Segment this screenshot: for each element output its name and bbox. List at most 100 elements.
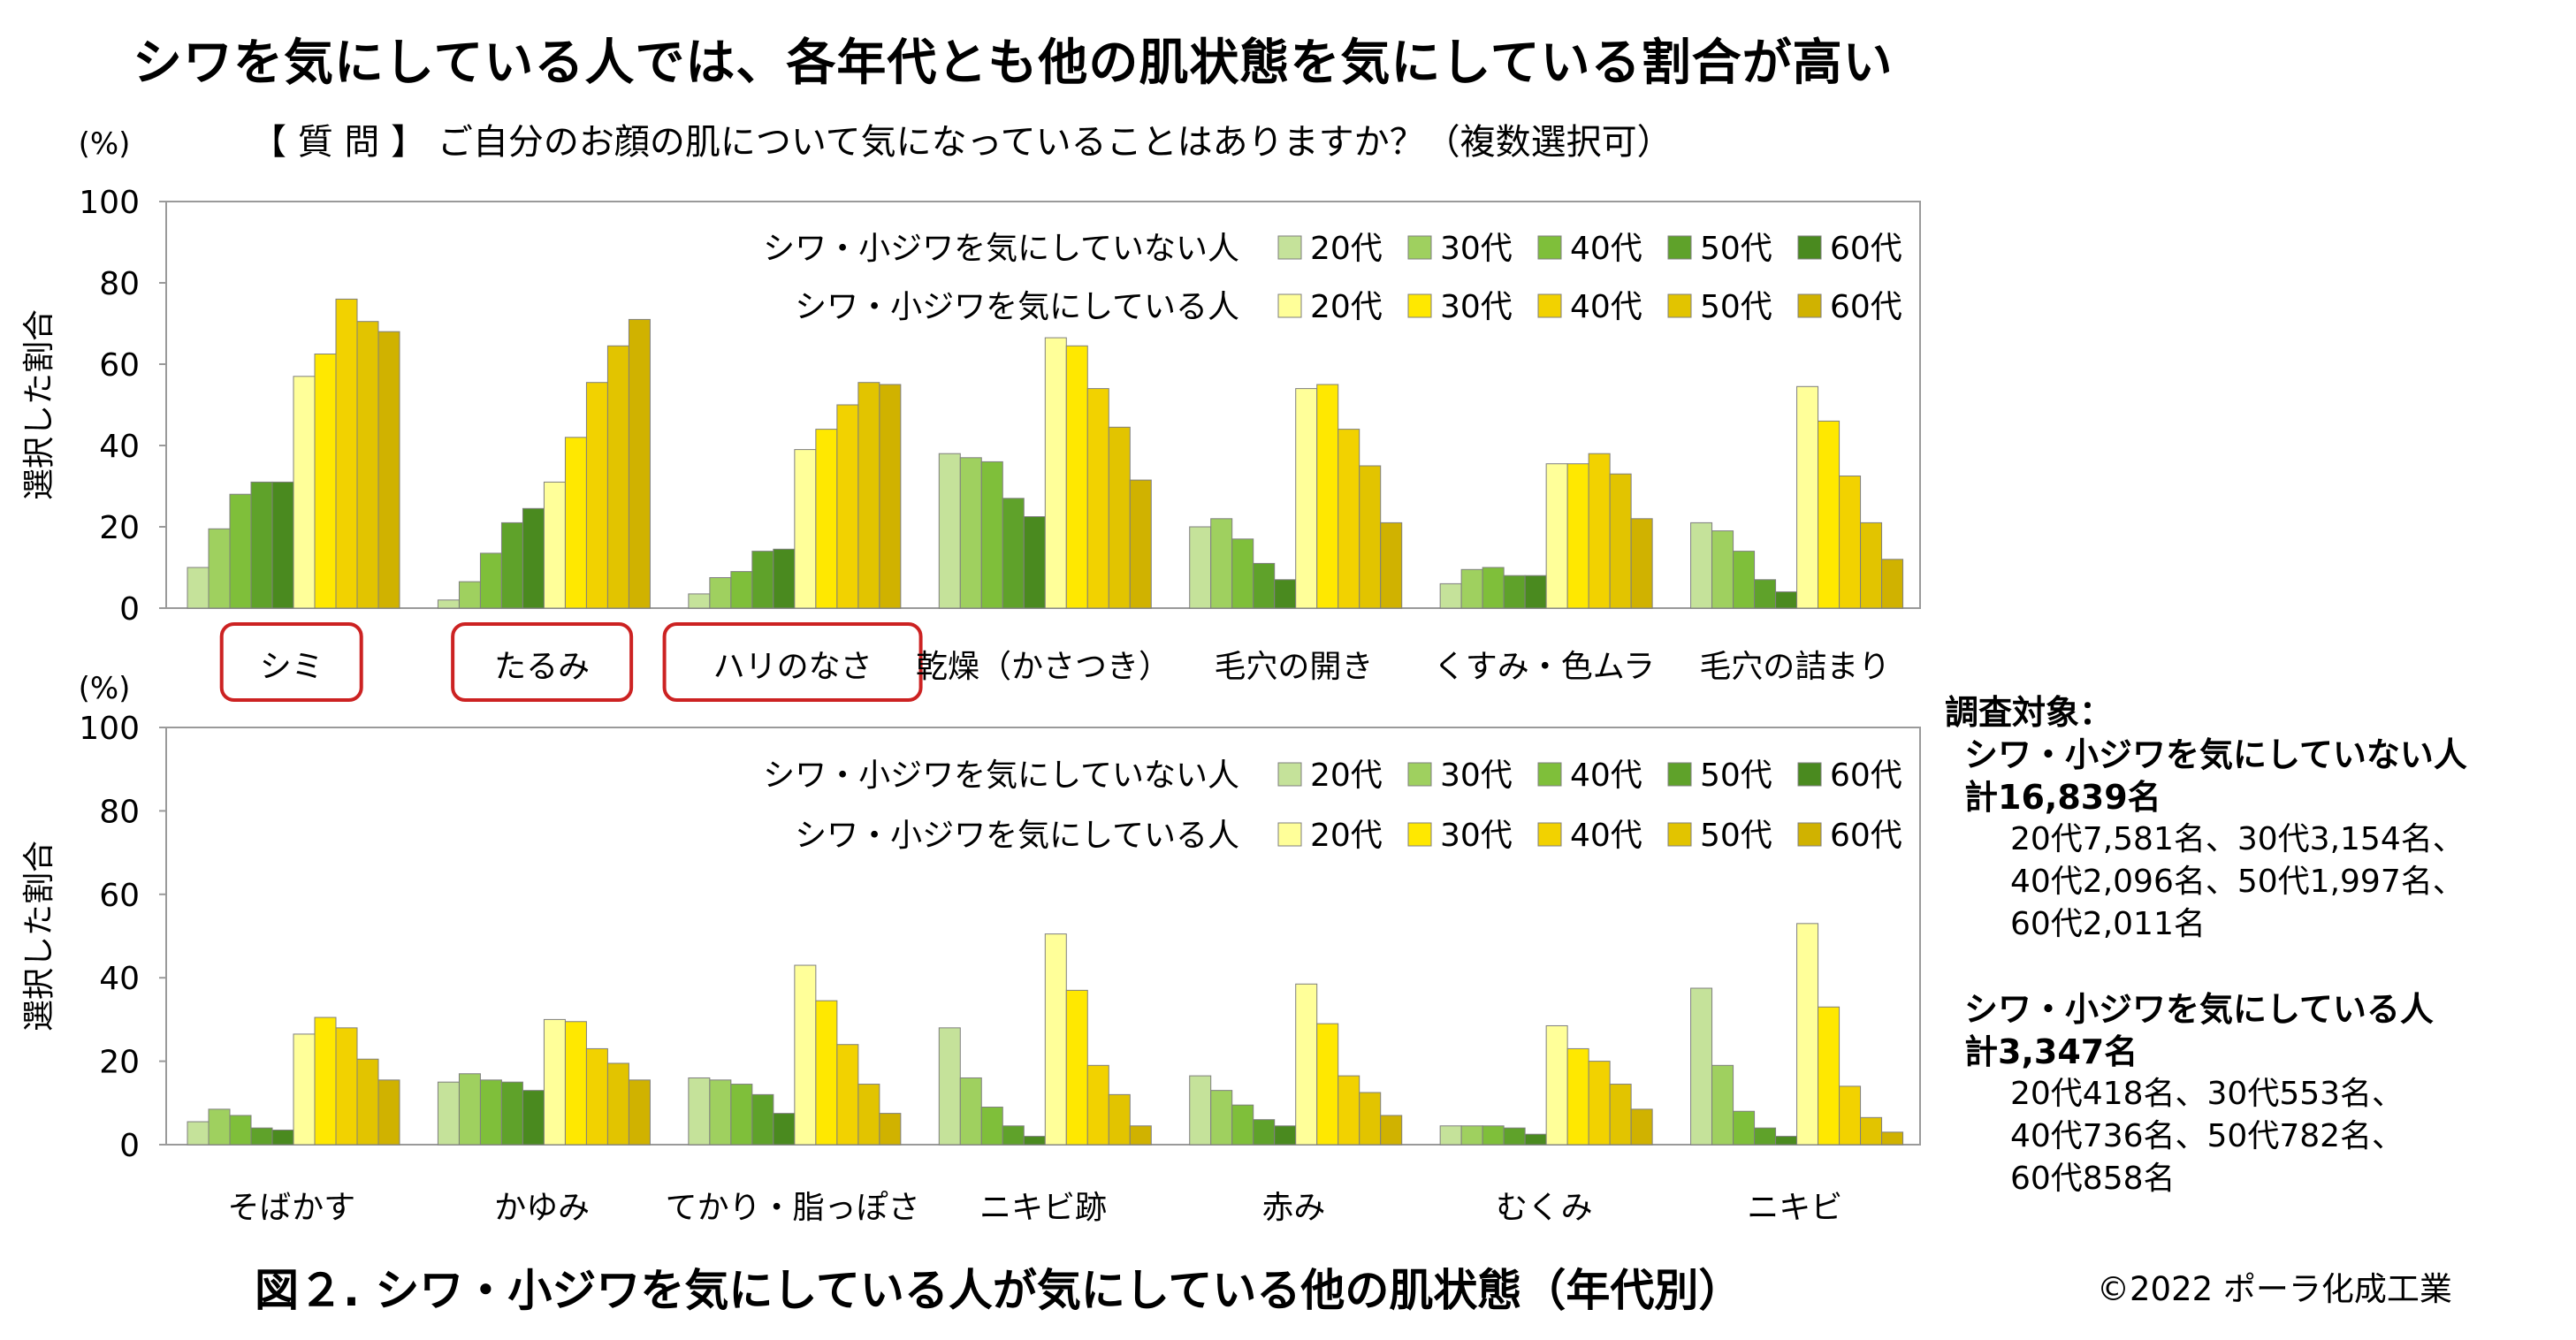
- bar: [606, 1062, 629, 1146]
- survey-group2-title: シワ・小ジワを気にしている人: [1964, 990, 2434, 1029]
- bar: [959, 457, 982, 609]
- legend-age-label: 60代: [1830, 231, 1902, 267]
- legend-group-label: シワ・小ジワを気にしていない人: [763, 231, 1239, 267]
- bar: [437, 1081, 460, 1146]
- legend-age-label: 60代: [1830, 289, 1902, 325]
- legend-group-label: シワ・小ジワを気にしている人: [795, 289, 1239, 325]
- bar: [437, 599, 460, 609]
- bar: [271, 1129, 294, 1146]
- survey-group1-line: 20代7,581名、30代3,154名、: [2010, 821, 2465, 857]
- bar: [335, 1027, 358, 1146]
- y-unit-label: (%): [79, 671, 131, 706]
- legend-age-label: 30代: [1440, 758, 1513, 794]
- bar: [1359, 465, 1382, 609]
- survey-group1-total: 計16,839名: [1964, 778, 2161, 817]
- bar: [980, 461, 1003, 609]
- bar: [1588, 453, 1611, 609]
- category-label: むくみ: [1496, 1190, 1592, 1226]
- bar: [314, 1016, 337, 1146]
- bar: [1482, 567, 1505, 609]
- bar: [879, 1113, 902, 1146]
- bar: [606, 345, 629, 609]
- bar: [585, 382, 608, 609]
- y-axis-title: 選択した割合: [21, 309, 57, 500]
- bar: [1189, 1075, 1212, 1146]
- y-tick-label: 100: [79, 711, 140, 747]
- bar: [1690, 987, 1713, 1146]
- bar: [377, 1079, 400, 1146]
- bar: [1775, 1136, 1798, 1146]
- legend-swatch: [1277, 762, 1302, 787]
- bar: [794, 449, 817, 609]
- legend-age-label: 50代: [1700, 231, 1772, 267]
- bar: [1881, 559, 1904, 609]
- legend-age-label: 60代: [1830, 758, 1902, 794]
- y-tick-label: 80: [99, 266, 140, 302]
- bar: [250, 1127, 273, 1146]
- bar: [1359, 1092, 1382, 1146]
- bar: [1253, 1119, 1276, 1146]
- bar: [522, 507, 545, 609]
- bar: [1839, 476, 1862, 609]
- survey-heading: 調査対象：: [1945, 693, 2114, 732]
- bar: [187, 1121, 210, 1146]
- bar: [1129, 479, 1152, 609]
- bar: [1274, 1125, 1297, 1146]
- category-label: くすみ・色ムラ: [1434, 649, 1655, 685]
- bar: [1545, 1024, 1568, 1146]
- y-axis-title: 選択した割合: [21, 841, 57, 1032]
- survey-info: 調査対象： シワ・小ジワを気にしていない人 計16,839名 20代7,581名…: [1945, 691, 2467, 1200]
- survey-group2-line: 60代858名: [2010, 1161, 2176, 1197]
- y-tick-label: 20: [99, 1045, 140, 1081]
- bar: [208, 528, 231, 609]
- bar: [1108, 426, 1131, 609]
- bar: [709, 577, 732, 609]
- legend-swatch: [1797, 762, 1822, 787]
- bar: [1210, 518, 1233, 609]
- bar: [1439, 1125, 1462, 1146]
- bar: [794, 964, 817, 1146]
- category-label: 毛穴の開き: [1214, 649, 1373, 685]
- legend-swatch: [1277, 822, 1302, 847]
- bar: [1566, 463, 1589, 609]
- bar: [1044, 933, 1067, 1146]
- bar: [1609, 1084, 1632, 1146]
- page-title: シワを気にしている人では、各年代とも他の肌状態を気にしている割合が高い: [133, 34, 1894, 92]
- bar: [857, 1084, 880, 1146]
- bar: [1818, 420, 1841, 609]
- legend-age-label: 20代: [1310, 818, 1383, 854]
- category-label: ニキビ跡: [979, 1190, 1107, 1226]
- legend-age-label: 30代: [1440, 231, 1513, 267]
- category-label: たるみ: [494, 649, 590, 685]
- legend-group-label: シワ・小ジワを気にしている人: [795, 818, 1239, 854]
- bar: [1086, 388, 1109, 609]
- legend-age-label: 60代: [1830, 818, 1902, 854]
- bar: [1796, 923, 1819, 1146]
- legend-group-label: シワ・小ジワを気にしていない人: [763, 758, 1239, 794]
- legend-swatch: [1797, 293, 1822, 318]
- legend-swatch: [1797, 822, 1822, 847]
- legend-age-label: 20代: [1310, 231, 1383, 267]
- bar: [458, 1073, 481, 1146]
- bar: [815, 1000, 838, 1146]
- legend-swatch: [1277, 235, 1302, 260]
- bar: [1630, 1108, 1653, 1146]
- bar: [1316, 384, 1339, 609]
- category-label: ハリのなさ: [713, 649, 873, 685]
- bar: [356, 1058, 379, 1146]
- bar: [1231, 1104, 1254, 1146]
- legend-age-label: 40代: [1570, 758, 1642, 794]
- legend-swatch: [1407, 762, 1432, 787]
- bar: [1588, 1061, 1611, 1146]
- survey-group2-line: 40代736名、50代782名、: [2010, 1118, 2405, 1154]
- bar: [1566, 1047, 1589, 1146]
- bar: [335, 298, 358, 609]
- bar: [500, 522, 523, 609]
- legend-swatch: [1537, 235, 1562, 260]
- bar: [709, 1079, 732, 1146]
- bar: [293, 1033, 316, 1146]
- bar: [1023, 516, 1046, 609]
- bar: [751, 1093, 774, 1146]
- legend-age-label: 40代: [1570, 818, 1642, 854]
- bar: [1338, 1075, 1360, 1146]
